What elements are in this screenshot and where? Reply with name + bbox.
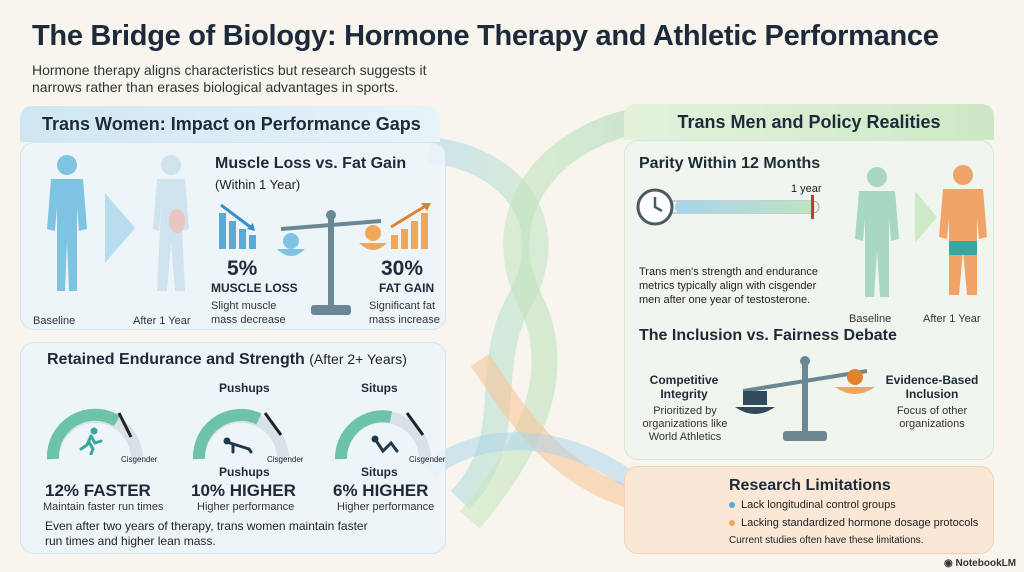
muscle-fat-subtitle: (Within 1 Year) <box>215 177 301 192</box>
increase-chart-icon <box>390 203 431 249</box>
brand-label: NotebookLM <box>955 558 1017 569</box>
baseline-man-label: Baseline <box>849 313 892 325</box>
limitations-title: Research Limitations <box>729 477 891 494</box>
gauge-desc: Higher performance <box>337 501 435 513</box>
right-section-title: Trans Men and Policy Realities <box>677 111 941 132</box>
retained-title-suffix: (After 2+ Years) <box>309 351 407 367</box>
page-subtitle: Hormone therapy aligns characteristics b… <box>32 62 427 95</box>
gauge-cis-label: Cisgender <box>409 455 446 464</box>
gauge-bottom-label: Situps <box>361 465 398 479</box>
fat-gain-label: FAT GAIN <box>379 281 435 295</box>
gauge-bottom-label: Pushups <box>219 465 270 479</box>
notebooklm-logo-icon: ◉ <box>944 558 953 569</box>
gauge-top-label: Situps <box>361 381 398 395</box>
baseline-figure-icon <box>47 155 87 291</box>
gauge-pushups: Pushups Cisgender Pushups 10% HIGHER Hig… <box>181 381 311 523</box>
pushup-icon <box>223 437 253 454</box>
debate-title: The Inclusion vs. Fairness Debate <box>639 327 897 344</box>
after-figure-icon <box>153 155 189 291</box>
muscle-loss-desc: Slight muscle mass decrease <box>211 300 286 326</box>
gauge-desc: Maintain faster run times <box>43 501 164 513</box>
limitation-item: Lack longitudinal control groups <box>729 499 896 511</box>
timeline-label: 1 year <box>791 183 822 195</box>
fat-gain-value: 30% <box>381 257 424 280</box>
retained-title-row: Retained Endurance and Strength (After 2… <box>47 351 407 369</box>
left-section-title: Trans Women: Impact on Performance Gaps <box>42 113 421 134</box>
parity-desc: Trans men's strength and endurance metri… <box>639 266 819 306</box>
after-man-figure-icon <box>939 165 987 295</box>
muscle-fat-panel: Baseline After 1 Year Muscle Loss vs. Fa… <box>20 142 446 330</box>
debate-right-desc: Focus of other organizations <box>896 405 968 430</box>
clock-timeline-icon <box>636 188 820 226</box>
debate-left-desc: Prioritized by organizations like World … <box>642 405 728 443</box>
retained-panel: Retained Endurance and Strength (After 2… <box>20 342 446 554</box>
after-man-label: After 1 Year <box>923 313 981 325</box>
gauge-desc: Higher performance <box>197 501 295 513</box>
debate-right-title: Evidence-Based Inclusion <box>885 373 979 401</box>
gauge-top-label: Pushups <box>219 381 270 395</box>
retained-footer: Even after two years of therapy, trans w… <box>45 519 368 548</box>
gauge-value: 12% FASTER <box>45 481 151 500</box>
right-section-header: Trans Men and Policy Realities <box>624 104 994 140</box>
left-section-header: Trans Women: Impact on Performance Gaps <box>20 106 440 142</box>
baseline-man-figure-icon <box>855 167 899 297</box>
gauge-cis-label: Cisgender <box>267 455 304 464</box>
gauge-value: 10% HIGHER <box>191 481 296 500</box>
balance-scale-icon <box>735 356 875 441</box>
debate-left-title: Competitive Integrity <box>649 373 719 401</box>
decrease-chart-icon <box>219 203 256 249</box>
arrow-right-icon <box>915 191 937 243</box>
gauge-running: Cisgender 12% FASTER Maintain faster run… <box>31 383 171 523</box>
parity-title: Parity Within 12 Months <box>639 155 821 172</box>
limitations-panel: Research Limitations Lack longitudinal c… <box>624 466 994 554</box>
limitations-footer: Current studies often have these limitat… <box>729 535 924 546</box>
fat-gain-desc: Significant fat mass increase <box>369 300 440 326</box>
brand-badge: ◉ NotebookLM <box>944 558 1016 569</box>
limitation-item: Lacking standardized hormone dosage prot… <box>729 517 978 529</box>
muscle-fat-title: Muscle Loss vs. Fat Gain <box>215 155 407 172</box>
gauge-situps: Situps Cisgender Situps 6% HIGHER Higher… <box>317 381 447 523</box>
bullet-icon <box>729 520 735 527</box>
muscle-loss-label: MUSCLE LOSS <box>211 281 298 295</box>
gauge-arc-icon <box>334 410 431 460</box>
bullet-icon <box>729 502 735 509</box>
arrow-right-icon <box>105 193 135 263</box>
gauge-value: 6% HIGHER <box>333 481 429 500</box>
baseline-label: Baseline <box>33 315 76 327</box>
gauge-arc-icon <box>192 408 289 460</box>
gauge-arc-icon <box>46 408 143 460</box>
parity-panel: Parity Within 12 Months 1 year Trans men… <box>624 140 994 460</box>
situp-icon <box>371 435 399 454</box>
scale-icon <box>277 210 387 315</box>
after-label: After 1 Year <box>133 315 191 327</box>
muscle-loss-value: 5% <box>227 257 258 280</box>
page-title: The Bridge of Biology: Hormone Therapy a… <box>32 20 939 52</box>
retained-title: Retained Endurance and Strength <box>47 351 305 368</box>
gauge-cis-label: Cisgender <box>121 455 158 464</box>
runner-icon <box>79 427 103 455</box>
